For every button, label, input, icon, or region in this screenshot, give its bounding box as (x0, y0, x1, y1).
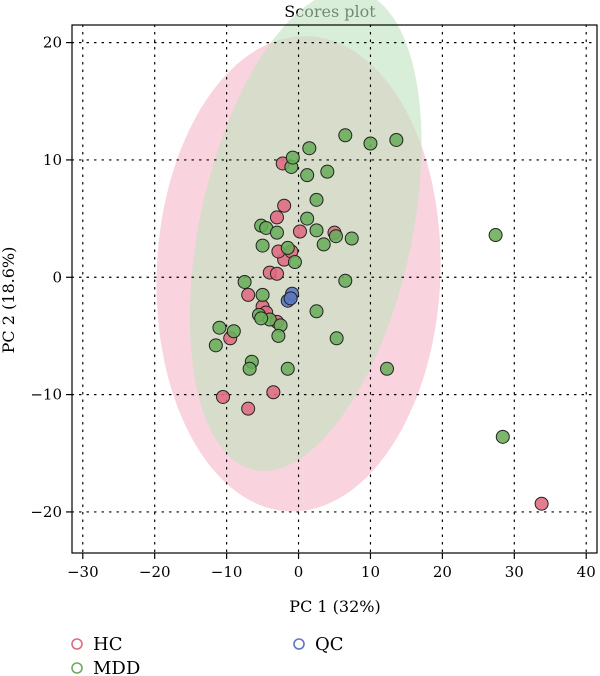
legend-item-qc: QC (293, 634, 344, 655)
point-mdd (255, 238, 270, 253)
point-mdd (328, 229, 343, 244)
legend-label-mdd: MDD (93, 658, 140, 676)
point-mdd (254, 311, 269, 326)
legend: HC MDD QC (71, 634, 344, 676)
legend-label-hc: HC (93, 634, 122, 655)
legend-label-qc: QC (315, 634, 344, 655)
point-mdd (242, 361, 257, 376)
point-mdd (300, 168, 315, 183)
point-mdd (344, 231, 359, 246)
y-tick-label: −10 (30, 386, 62, 404)
point-mdd (380, 361, 394, 376)
point-hc (269, 266, 284, 281)
point-hc (266, 385, 281, 400)
legend-marker-mdd (71, 662, 83, 674)
point-hc (241, 287, 256, 302)
point-mdd (280, 361, 295, 376)
point-mdd (488, 228, 503, 243)
x-tick-label: 30 (505, 563, 524, 581)
point-mdd (338, 128, 353, 143)
point-mdd (495, 429, 510, 444)
point-mdd (309, 304, 324, 319)
y-tick-label: 10 (43, 151, 62, 169)
point-hc (269, 210, 284, 225)
point-mdd (320, 164, 335, 179)
point-mdd (226, 324, 241, 339)
point-mdd (287, 255, 302, 270)
axis-layer: −30 −20 −10 0 10 20 30 40 −20 −10 0 10 20 (30, 24, 598, 581)
plot-frame (71, 24, 598, 554)
y-axis-title: PC 2 (18.6%) (0, 247, 18, 354)
point-mdd (338, 273, 353, 288)
point-mdd (389, 132, 404, 147)
x-tick-label: 40 (577, 563, 596, 581)
point-mdd (237, 274, 252, 289)
point-mdd (316, 237, 331, 252)
legend-item-hc: HC (71, 634, 122, 655)
x-tick-label: −10 (211, 563, 243, 581)
legend-marker-hc (71, 638, 83, 650)
y-tick-label: 20 (43, 34, 62, 52)
point-mdd (212, 320, 227, 335)
point-hc (277, 198, 292, 213)
point-hc (216, 389, 231, 404)
point-mdd (309, 223, 324, 238)
legend-item-mdd: MDD (71, 658, 140, 676)
grid-layer (71, 24, 598, 554)
x-tick-label: −20 (139, 563, 171, 581)
y-tick-label: −20 (30, 503, 62, 521)
point-mdd (302, 141, 317, 156)
point-mdd (269, 225, 284, 240)
point-mdd (271, 328, 286, 343)
point-mdd (255, 287, 270, 302)
point-mdd (363, 136, 378, 151)
x-tick-label: 10 (361, 563, 380, 581)
point-mdd (208, 338, 223, 353)
point-hc (292, 224, 307, 239)
point-mdd (285, 150, 300, 165)
ellipse-layer (156, 0, 441, 512)
point-mdd (280, 240, 295, 255)
point-layer (208, 128, 549, 511)
x-tick-label: 20 (433, 563, 452, 581)
point-mdd (300, 211, 315, 226)
point-mdd (329, 331, 344, 346)
x-tick-label: 0 (294, 563, 304, 581)
legend-marker-qc (293, 638, 305, 650)
x-axis-title: PC 1 (32%) (289, 597, 380, 616)
point-hc (534, 496, 549, 511)
point-mdd (309, 192, 324, 207)
point-hc (241, 401, 256, 416)
x-tick-label: −30 (67, 563, 99, 581)
y-tick-label: 0 (52, 268, 62, 286)
point-qc (283, 291, 298, 306)
